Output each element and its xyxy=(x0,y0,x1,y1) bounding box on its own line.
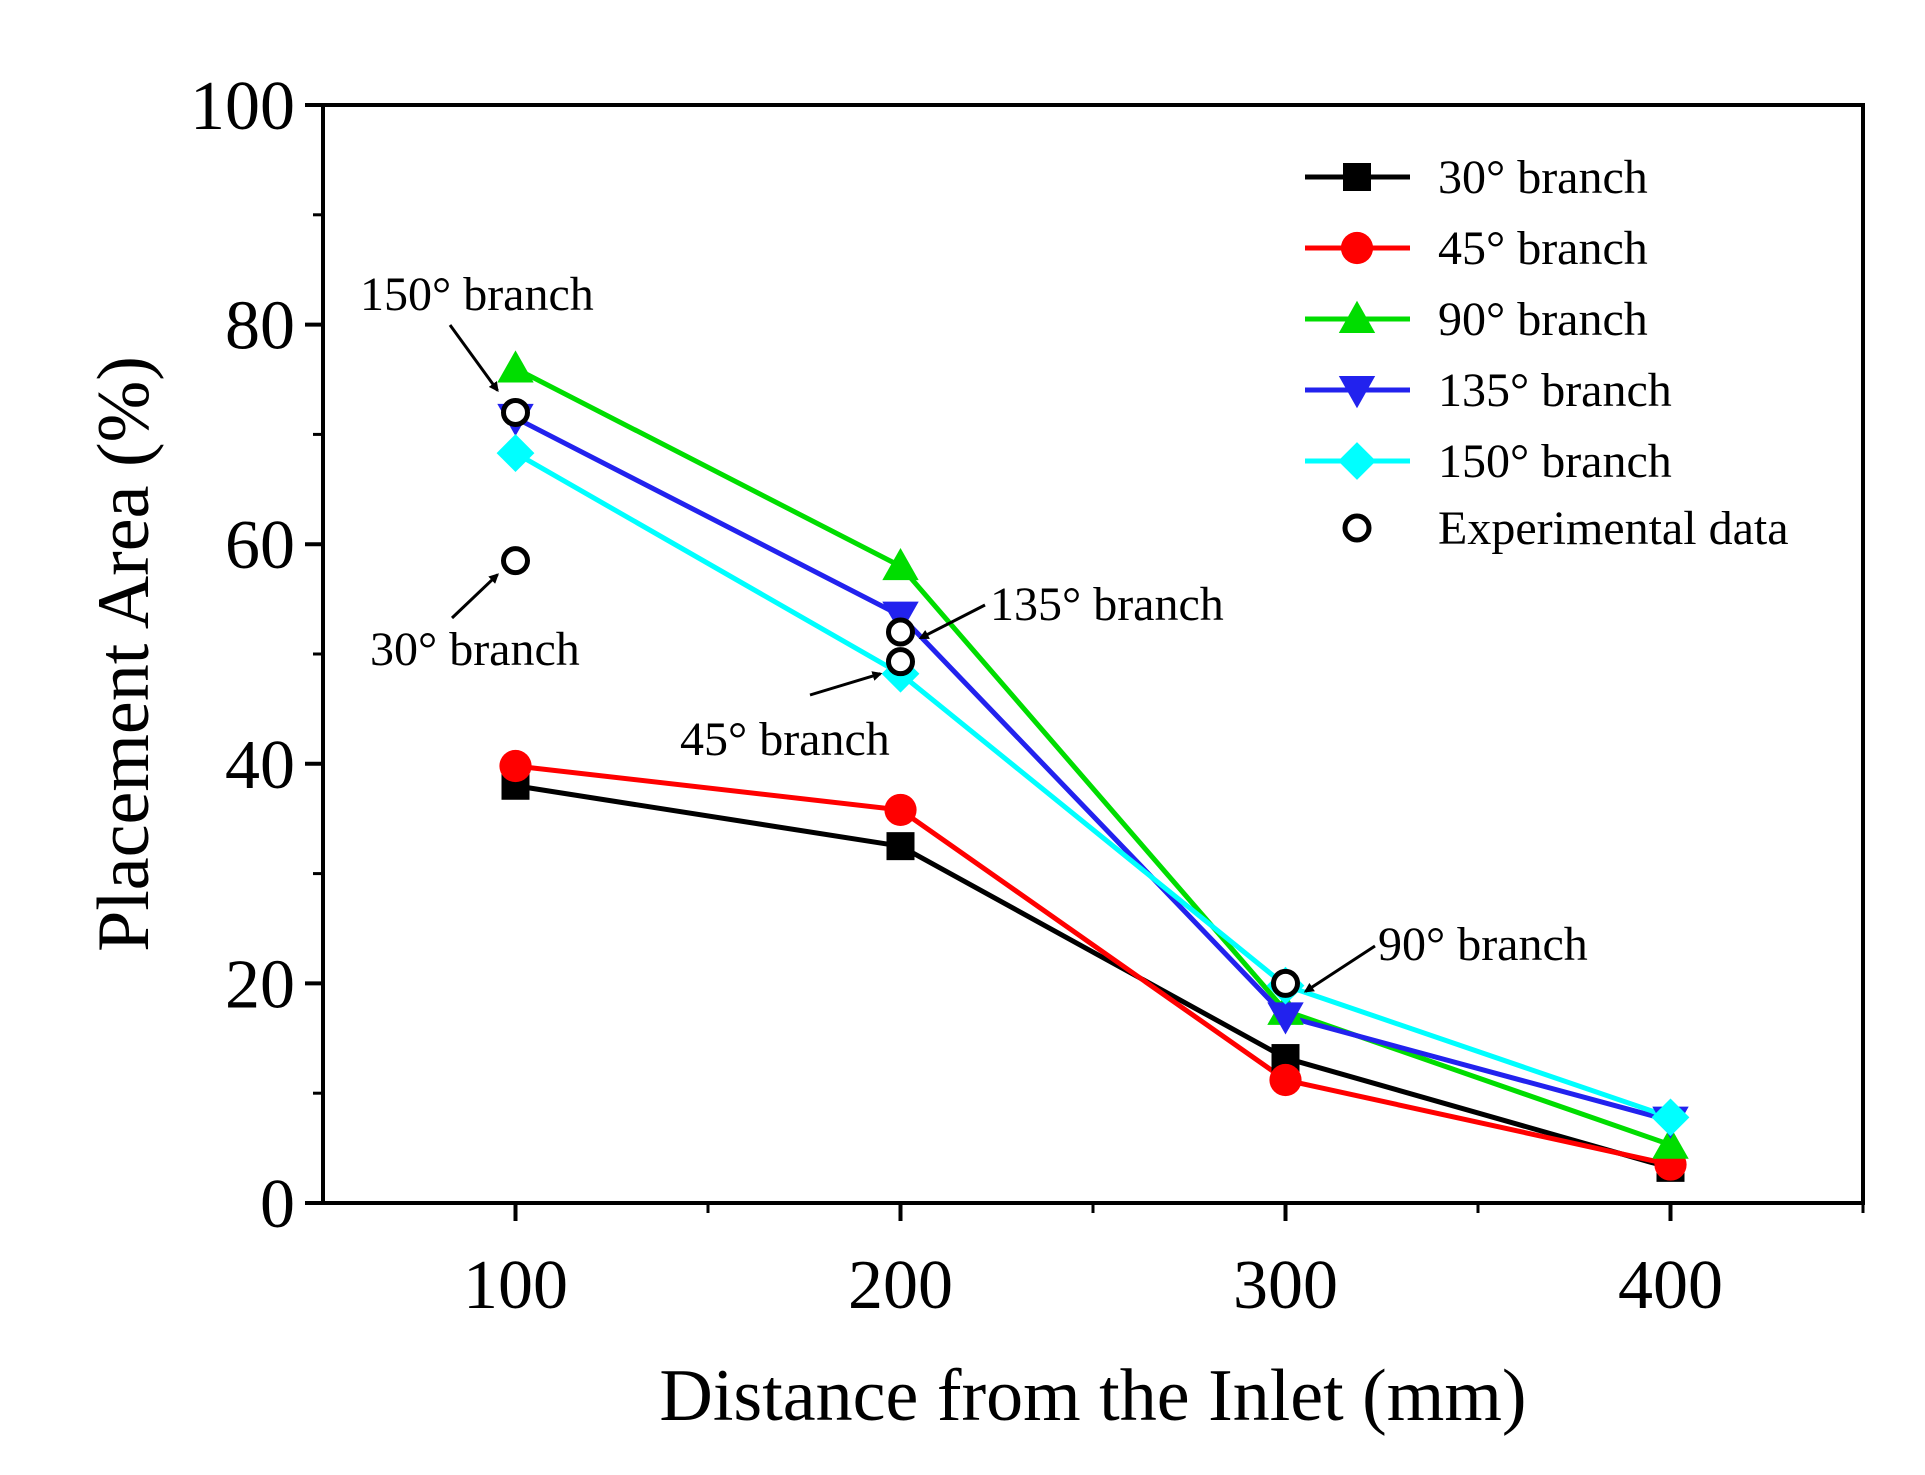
legend-label-135deg-branch: 135° branch xyxy=(1438,364,1672,417)
data-point-150deg-branch xyxy=(496,434,535,472)
x-axis-title: Distance from the Inlet (mm) xyxy=(659,1355,1526,1437)
experimental-markers xyxy=(501,397,1300,998)
legend-marker-90deg-branch xyxy=(1338,300,1376,333)
experimental-point xyxy=(886,617,915,647)
series-line-90deg-branch xyxy=(514,366,1672,1148)
series-line-45deg-branch xyxy=(515,763,1672,1168)
annotation-arrow xyxy=(918,603,986,640)
legend-label-30deg-branch: 30° branch xyxy=(1438,151,1648,204)
series-lines xyxy=(514,366,1672,1171)
data-point-135deg-branch xyxy=(1267,1002,1304,1035)
annotation-label: 30° branch xyxy=(370,623,580,676)
legend-marker-45deg-branch xyxy=(1340,231,1374,265)
x-tick-label: 100 xyxy=(463,1247,568,1324)
y-tick-label: 60 xyxy=(225,507,295,584)
annotation-arrow xyxy=(450,573,499,620)
experimental-point xyxy=(501,397,530,427)
experimental-point xyxy=(501,546,530,576)
y-axis-title: Placement Area (%) xyxy=(83,356,165,952)
annotation-arrow xyxy=(1303,944,1376,993)
data-point-45deg-branch xyxy=(499,749,532,783)
experimental-point xyxy=(886,647,915,677)
data-point-30deg-branch xyxy=(886,832,915,861)
y-tick-label: 20 xyxy=(225,946,295,1023)
legend-marker-150deg-branch xyxy=(1338,442,1376,480)
y-tick-label: 0 xyxy=(260,1166,295,1243)
annotations: 150° branch 30° branch 135° branch 45° bran… xyxy=(360,268,1588,993)
series-line-135deg-branch xyxy=(514,415,1672,1124)
data-point-45deg-branch xyxy=(1269,1063,1302,1097)
legend-marker-experimental xyxy=(1342,513,1372,543)
annotation-label: 150° branch xyxy=(360,268,594,321)
annotation-label: 90° branch xyxy=(1378,918,1588,971)
y-tick-label: 40 xyxy=(225,727,295,804)
data-point-45deg-branch xyxy=(884,793,917,827)
annotation-label: 45° branch xyxy=(680,713,890,766)
series-line-150deg-branch xyxy=(514,450,1672,1120)
annotation-label: 135° branch xyxy=(990,578,1224,631)
annotation-arrow xyxy=(448,324,499,393)
y-tick-label: 100 xyxy=(190,68,295,145)
data-point-90deg-branch xyxy=(882,547,919,581)
legend-marker-135deg-branch xyxy=(1338,376,1376,409)
legend-label-45deg-branch: 45° branch xyxy=(1438,222,1648,275)
legend-label-150deg-branch: 150° branch xyxy=(1438,435,1672,488)
series-line-30deg-branch xyxy=(515,783,1672,1171)
legend-label-90deg-branch: 90° branch xyxy=(1438,293,1648,346)
y-tick-label: 80 xyxy=(225,288,295,365)
x-tick-label: 400 xyxy=(1618,1247,1723,1324)
data-point-90deg-branch xyxy=(1652,1126,1689,1159)
experimental-point xyxy=(1271,968,1300,998)
legend-marker-30deg-branch xyxy=(1343,163,1371,191)
data-point-150deg-branch xyxy=(1651,1098,1690,1137)
legend: 30° branch 45° branch 90° branch 135° branc… xyxy=(1305,151,1789,555)
legend-label-experimental: Experimental data xyxy=(1438,502,1789,555)
x-tick-label: 200 xyxy=(848,1247,953,1324)
axis-ticks: 100 200 300 400 0 20 40 60 80 100 xyxy=(190,68,1865,1324)
x-tick-label: 300 xyxy=(1233,1247,1338,1324)
annotation-arrow xyxy=(809,671,883,697)
data-point-90deg-branch xyxy=(497,350,534,383)
